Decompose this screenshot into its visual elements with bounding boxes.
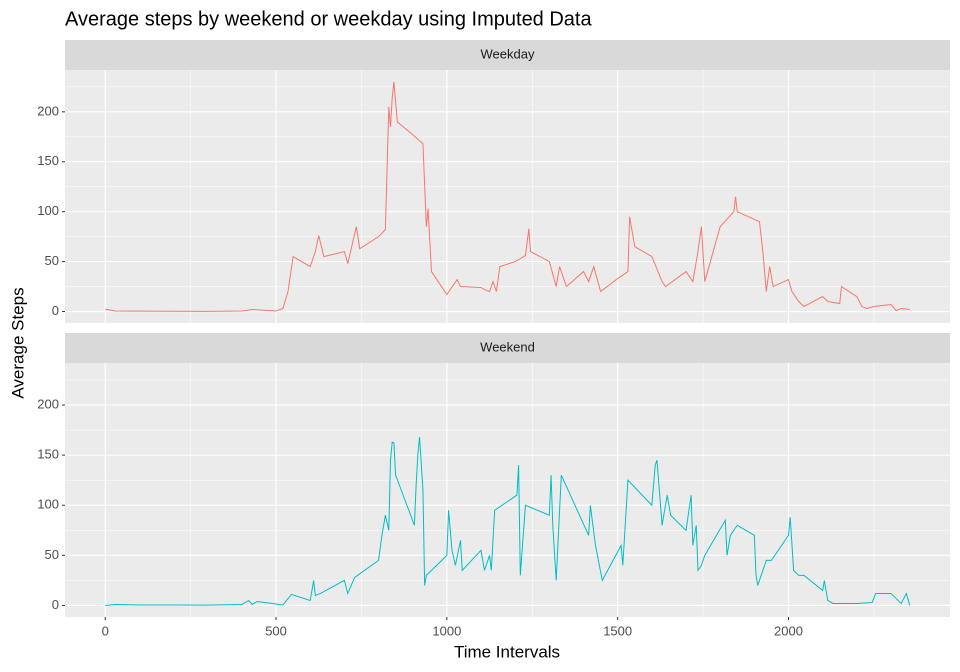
y-tick-label: 50: [45, 547, 59, 562]
y-tick-label: 50: [45, 253, 59, 268]
y-axis-title: Average Steps: [8, 287, 27, 398]
chart-title: Average steps by weekend or weekday usin…: [65, 8, 592, 30]
strip: [65, 333, 950, 363]
panel-background: [65, 70, 950, 323]
panel-background: [65, 363, 950, 617]
y-tick-label: 0: [52, 597, 59, 612]
strip-label: Weekday: [481, 46, 535, 61]
x-axis-title: Time Intervals: [454, 642, 560, 661]
y-tick-label: 150: [37, 153, 59, 168]
x-tick-label: 1000: [432, 623, 461, 638]
y-tick-label: 150: [37, 447, 59, 462]
x-tick-label: 500: [265, 623, 287, 638]
y-tick-label: 200: [37, 103, 59, 118]
strip: [65, 40, 950, 70]
y-tick-label: 100: [37, 203, 59, 218]
y-tick-label: 0: [52, 303, 59, 318]
data-line: [105, 437, 911, 606]
y-tick-label: 200: [37, 396, 59, 411]
x-tick-label: 0: [102, 623, 109, 638]
x-tick-label: 2000: [774, 623, 803, 638]
data-line: [105, 81, 910, 312]
x-tick-label: 1500: [603, 623, 632, 638]
y-tick-label: 100: [37, 497, 59, 512]
strip-label: Weekend: [480, 339, 535, 354]
